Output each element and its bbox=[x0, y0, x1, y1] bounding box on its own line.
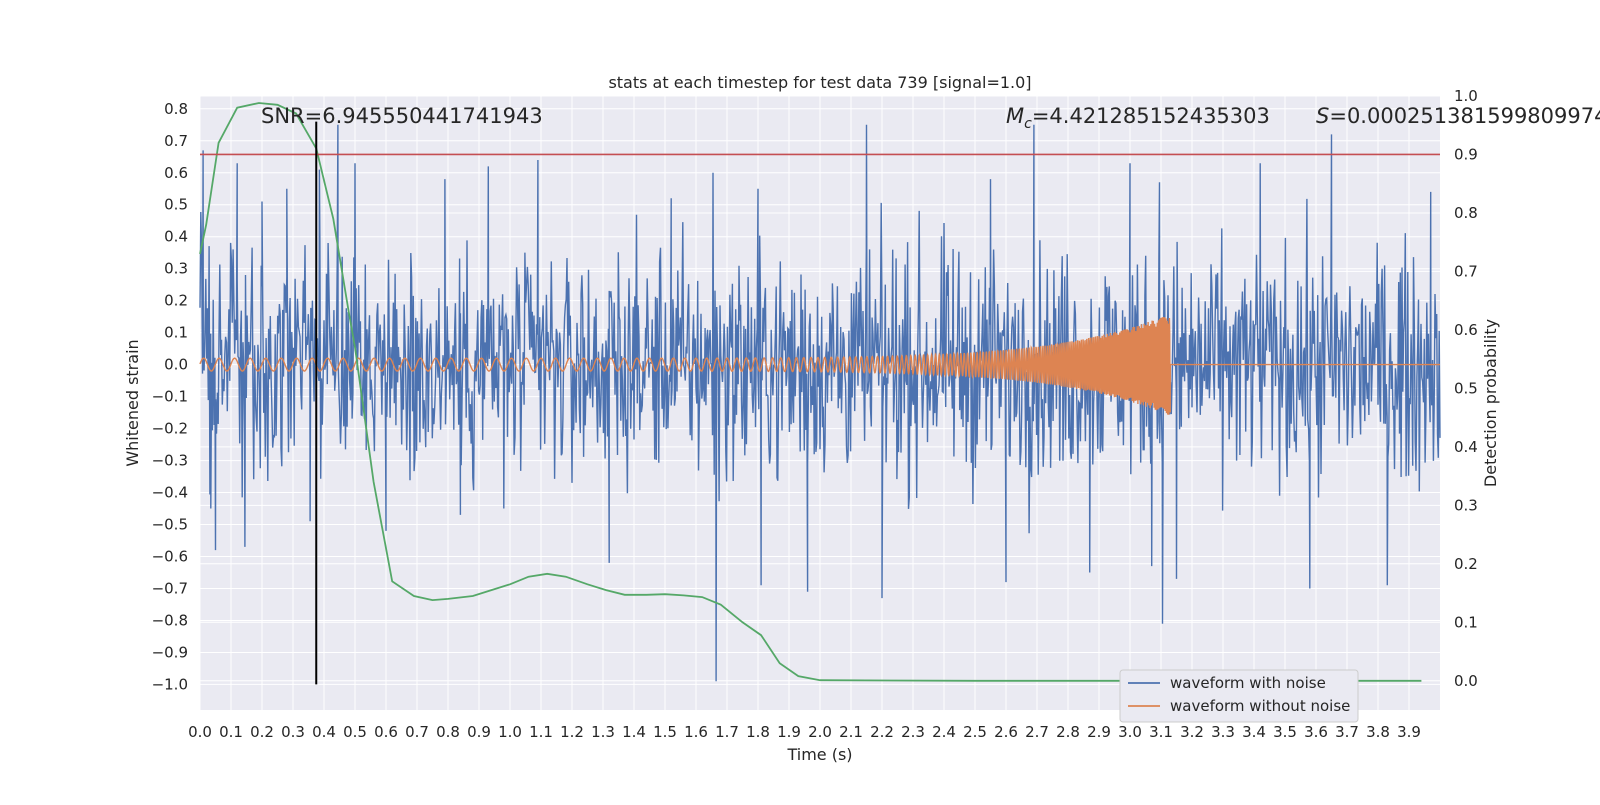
y-tick-label: −0.1 bbox=[152, 388, 188, 406]
legend-label-noise: waveform with noise bbox=[1170, 674, 1326, 692]
y2-tick-label: 0.6 bbox=[1454, 321, 1478, 339]
x-tick-label: 3.7 bbox=[1335, 723, 1359, 741]
y-tick-label: −0.2 bbox=[152, 420, 188, 438]
chirp-mass-annotation: Mc=4.421285152435303 bbox=[1006, 104, 1270, 132]
y2-tick-label: 1.0 bbox=[1454, 87, 1478, 105]
y2-tick-label: 0.5 bbox=[1454, 379, 1478, 397]
y2-tick-label: 0.3 bbox=[1454, 496, 1478, 514]
reference-lines bbox=[200, 121, 1440, 685]
x-tick-label: 2.0 bbox=[808, 723, 832, 741]
y2-axis-ticks: 1.0 0.9 0.8 0.7 0.6 0.5 0.4 0.3 0.2 0.1 0.0 bbox=[1454, 87, 1478, 690]
x-tick-label: 1.3 bbox=[591, 723, 615, 741]
series-waveform-without-noise bbox=[199, 317, 1440, 415]
x-tick-label: 3.6 bbox=[1304, 723, 1328, 741]
x-tick-label: 0.9 bbox=[467, 723, 491, 741]
x-tick-label: 2.8 bbox=[1056, 723, 1080, 741]
y2-tick-label: 0.4 bbox=[1454, 438, 1478, 456]
y-tick-label: −0.7 bbox=[152, 579, 188, 597]
x-axis-label: Time (s) bbox=[786, 745, 852, 764]
x-tick-label: 1.9 bbox=[777, 723, 801, 741]
x-tick-label: 0.1 bbox=[219, 723, 243, 741]
x-tick-label: 1.4 bbox=[622, 723, 646, 741]
x-tick-label: 3.9 bbox=[1397, 723, 1421, 741]
y-axis-label: Whitened strain bbox=[123, 339, 142, 466]
x-tick-label: 0.2 bbox=[250, 723, 274, 741]
y-tick-label: 0.4 bbox=[164, 228, 188, 246]
legend: waveform with noise waveform without noi… bbox=[1119, 669, 1359, 723]
y-tick-label: 0.6 bbox=[164, 164, 188, 182]
y2-axis-label: Detection probability bbox=[1481, 319, 1500, 487]
x-tick-label: 2.3 bbox=[901, 723, 925, 741]
legend-label-clean: waveform without noise bbox=[1170, 697, 1350, 715]
x-tick-label: 1.5 bbox=[653, 723, 677, 741]
x-tick-label: 1.2 bbox=[560, 723, 584, 741]
series-waveform-with-noise bbox=[199, 124, 1441, 682]
x-tick-label: 2.6 bbox=[994, 723, 1018, 741]
series-detection-probability bbox=[199, 102, 1422, 682]
x-tick-label: 0.4 bbox=[312, 723, 336, 741]
y-tick-label: −0.5 bbox=[152, 516, 188, 534]
x-tick-label: 1.6 bbox=[684, 723, 708, 741]
x-tick-label: 2.4 bbox=[932, 723, 956, 741]
x-tick-label: 2.5 bbox=[963, 723, 987, 741]
legend-box bbox=[1119, 669, 1359, 723]
clean-waveform-line bbox=[199, 317, 1440, 415]
y-tick-label: 0.1 bbox=[164, 324, 188, 342]
y-tick-label: 0.7 bbox=[164, 132, 188, 150]
x-tick-label: 3.3 bbox=[1211, 723, 1235, 741]
x-tick-label: 2.2 bbox=[870, 723, 894, 741]
x-tick-label: 0.6 bbox=[374, 723, 398, 741]
y-tick-label: −0.9 bbox=[152, 643, 188, 661]
y-tick-label: −0.6 bbox=[152, 548, 188, 566]
x-tick-label: 1.1 bbox=[529, 723, 553, 741]
x-tick-label: 3.0 bbox=[1118, 723, 1142, 741]
detection-probability-line bbox=[199, 102, 1422, 682]
x-tick-label: 0.8 bbox=[436, 723, 460, 741]
mc-subscript: c bbox=[1024, 116, 1032, 132]
y2-tick-label: 0.8 bbox=[1454, 204, 1478, 222]
y2-tick-label: 0.0 bbox=[1454, 672, 1478, 690]
x-tick-label: 0.3 bbox=[281, 723, 305, 741]
x-tick-label: 3.5 bbox=[1273, 723, 1297, 741]
y2-tick-label: 0.1 bbox=[1454, 613, 1478, 631]
y-tick-label: 0.0 bbox=[164, 356, 188, 374]
x-tick-label: 2.1 bbox=[839, 723, 863, 741]
x-tick-label: 3.2 bbox=[1180, 723, 1204, 741]
x-tick-label: 2.7 bbox=[1025, 723, 1049, 741]
x-tick-label: 2.9 bbox=[1087, 723, 1111, 741]
x-tick-label: 1.7 bbox=[715, 723, 739, 741]
x-tick-label: 0.0 bbox=[188, 723, 212, 741]
x-axis-ticks: 0.0 0.1 0.2 0.3 0.4 0.5 0.6 0.7 0.8 0.9 1.0 1.1 1.2 1… bbox=[188, 723, 1421, 741]
noise-waveform-line bbox=[199, 124, 1441, 682]
y-tick-label: −0.3 bbox=[152, 452, 188, 470]
mc-symbol: M bbox=[1006, 104, 1024, 128]
s-value: =0.00025138159980997443 bbox=[1329, 104, 1600, 128]
y-tick-label: 0.5 bbox=[164, 196, 188, 214]
y-tick-label: 0.8 bbox=[164, 100, 188, 118]
y-tick-label: −1.0 bbox=[152, 675, 188, 693]
x-tick-label: 3.8 bbox=[1366, 723, 1390, 741]
s-annotation: S=0.00025138159980997443 bbox=[1316, 104, 1600, 128]
y2-tick-label: 0.7 bbox=[1454, 262, 1478, 280]
x-tick-label: 0.5 bbox=[343, 723, 367, 741]
y-tick-label: −0.8 bbox=[152, 611, 188, 629]
x-tick-label: 3.4 bbox=[1242, 723, 1266, 741]
y2-tick-label: 0.2 bbox=[1454, 555, 1478, 573]
x-tick-label: 3.1 bbox=[1149, 723, 1173, 741]
mc-value: =4.421285152435303 bbox=[1032, 104, 1270, 128]
chart-title: stats at each timestep for test data 739… bbox=[608, 73, 1031, 92]
y2-tick-label: 0.9 bbox=[1454, 145, 1478, 163]
s-symbol: S bbox=[1316, 104, 1329, 128]
y-axis-ticks: 0.8 0.7 0.6 0.5 0.4 0.3 0.2 0.1 0.0 −0.1 −0.2 −0.3 −… bbox=[152, 100, 188, 694]
y-tick-label: −0.4 bbox=[152, 484, 188, 502]
y-tick-label: 0.3 bbox=[164, 260, 188, 278]
y-tick-label: 0.2 bbox=[164, 292, 188, 310]
x-tick-label: 1.8 bbox=[746, 723, 770, 741]
x-tick-label: 0.7 bbox=[405, 723, 429, 741]
x-tick-label: 1.0 bbox=[498, 723, 522, 741]
snr-annotation: SNR=6.945550441741943 bbox=[261, 104, 543, 128]
